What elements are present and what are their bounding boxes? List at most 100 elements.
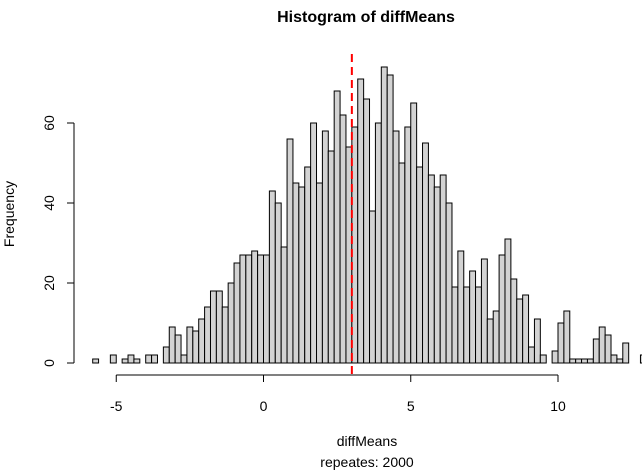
histogram-bar xyxy=(327,150,335,364)
chart-title: Histogram of diffMeans xyxy=(277,9,455,26)
histogram-bar xyxy=(215,290,223,364)
histogram-bar xyxy=(410,102,418,364)
histogram-bar xyxy=(422,142,429,364)
histogram-bar xyxy=(557,322,565,364)
histogram-bar xyxy=(239,254,247,364)
histogram-bar xyxy=(369,210,376,364)
histogram-bar xyxy=(192,330,200,364)
histogram-bar xyxy=(586,358,594,364)
histogram-bar xyxy=(516,298,524,364)
histogram-bar xyxy=(539,354,547,364)
histogram-bar xyxy=(604,334,612,364)
y-tick-label: 0 xyxy=(41,359,57,367)
histogram-bar xyxy=(486,318,494,364)
x-tick-label: 0 xyxy=(260,398,268,414)
histogram-bar xyxy=(298,186,306,364)
histogram-bar xyxy=(622,342,630,364)
histogram-bar xyxy=(310,122,318,364)
histogram-bar xyxy=(380,66,388,364)
x-axis-label: diffMeans xyxy=(337,433,397,449)
histogram-bar xyxy=(404,126,412,364)
histogram-bar xyxy=(416,166,424,364)
histogram-bar xyxy=(357,78,365,364)
histogram-bar xyxy=(522,294,530,364)
histogram-bar xyxy=(469,270,477,364)
histogram-bar xyxy=(92,358,100,364)
histogram-bar xyxy=(510,278,518,364)
histogram-bar xyxy=(569,358,577,364)
histogram-bar xyxy=(316,182,323,364)
histogram-bar xyxy=(227,282,235,364)
histogram-bar xyxy=(639,354,642,364)
histogram-bar xyxy=(451,286,459,364)
histogram-bar xyxy=(221,306,229,364)
histogram-bar xyxy=(610,354,618,364)
histogram-bar xyxy=(280,246,288,364)
histogram-bar xyxy=(392,130,400,364)
histogram-bar xyxy=(616,358,624,364)
histogram-bar xyxy=(445,202,453,364)
histogram-bar xyxy=(245,254,253,364)
histogram-bar xyxy=(145,354,153,364)
y-tick-label: 40 xyxy=(41,195,57,211)
histogram-bar xyxy=(263,254,270,364)
histogram-bar xyxy=(198,318,206,364)
histogram-bar xyxy=(504,238,512,364)
x-axis: -5 0 5 10 xyxy=(110,374,566,414)
x-tick-label: 5 xyxy=(407,398,415,414)
histogram-bar xyxy=(386,74,394,364)
histogram-bar xyxy=(204,306,211,364)
histogram-bar xyxy=(427,174,435,364)
histogram-bar xyxy=(492,310,500,364)
x-axis-subtitle: repeates: 2000 xyxy=(320,454,414,470)
histogram-bar xyxy=(162,346,170,364)
histogram-bar xyxy=(374,122,382,364)
histogram-bar xyxy=(251,250,259,364)
histogram-bar xyxy=(433,186,441,364)
histogram-bar xyxy=(151,354,158,364)
histogram-bar xyxy=(533,318,541,364)
histogram-bar xyxy=(109,354,117,364)
histogram-bar xyxy=(563,310,571,364)
y-axis: 0 20 40 60 xyxy=(41,115,75,367)
histogram-bar xyxy=(304,166,312,364)
histogram-bar xyxy=(480,258,488,364)
histogram-bar xyxy=(575,358,583,364)
histogram-bar xyxy=(168,326,176,364)
histogram-bar xyxy=(274,202,282,364)
histogram-bar xyxy=(292,182,300,364)
histogram-bar xyxy=(133,358,141,364)
y-tick-label: 60 xyxy=(41,115,57,131)
x-tick-label: -5 xyxy=(110,398,123,414)
histogram-bar xyxy=(363,98,371,364)
histogram-bar xyxy=(268,190,276,364)
histogram-bar xyxy=(598,326,606,364)
histogram-bar xyxy=(528,346,535,364)
y-axis-label: Frequency xyxy=(1,181,17,247)
y-tick-label: 20 xyxy=(41,275,57,291)
histogram-bar xyxy=(233,262,241,364)
histogram-bar xyxy=(180,354,188,364)
histogram-bar xyxy=(186,326,194,364)
x-tick-label: 10 xyxy=(550,398,566,414)
histogram-bar xyxy=(398,162,406,364)
histogram-bar xyxy=(174,334,182,364)
histogram-bar xyxy=(209,290,217,364)
histogram-bar xyxy=(127,354,135,364)
histogram-bar xyxy=(286,138,294,364)
histogram-bar xyxy=(475,286,482,364)
histogram-bar xyxy=(498,254,506,364)
histogram-bars xyxy=(92,66,642,364)
histogram-bar xyxy=(321,130,329,364)
histogram-bar xyxy=(339,114,347,364)
histogram-bar xyxy=(257,254,264,364)
histogram-bar xyxy=(592,338,600,364)
histogram-bar xyxy=(551,350,559,364)
histogram-bar xyxy=(463,286,471,364)
histogram-bar xyxy=(121,358,129,364)
histogram-bar xyxy=(581,358,588,364)
histogram-bar xyxy=(439,174,447,364)
histogram-bar xyxy=(333,90,341,364)
histogram-bar xyxy=(457,250,465,364)
